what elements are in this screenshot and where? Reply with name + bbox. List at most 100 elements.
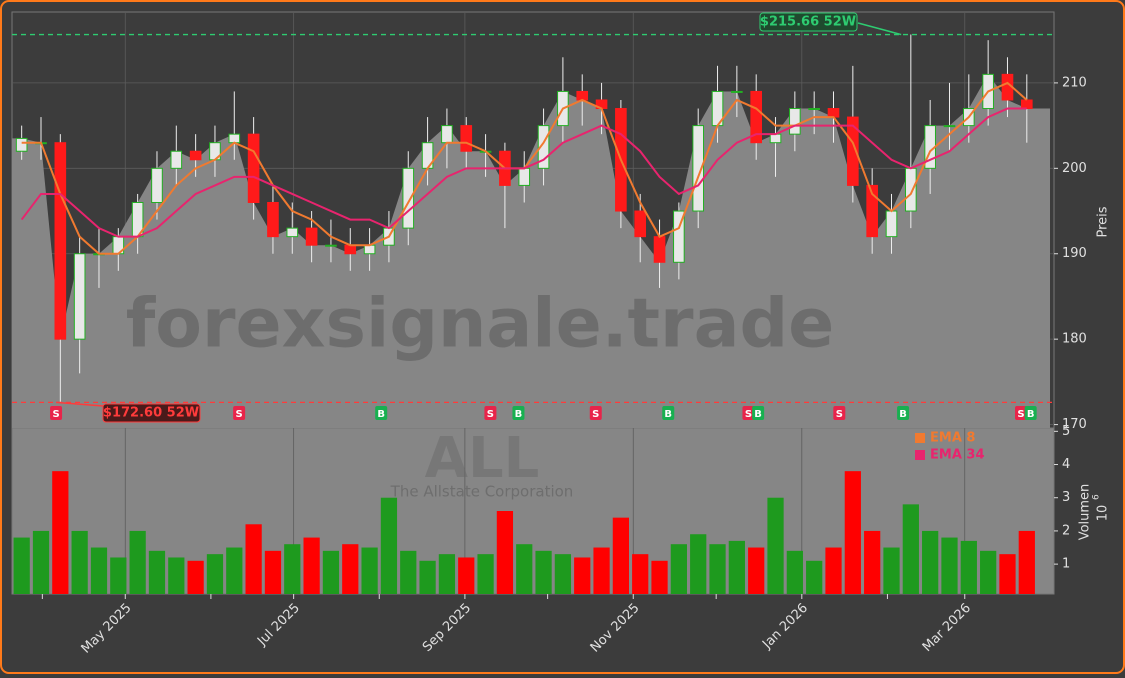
signal-label: B — [754, 409, 762, 420]
y-tick-label: 200 — [1062, 161, 1087, 176]
candle-body — [228, 133, 241, 144]
candle-body — [750, 90, 763, 144]
signal-badge — [1024, 406, 1037, 420]
volume-bar — [999, 554, 1016, 594]
volume-bar — [90, 547, 108, 594]
candle-body — [247, 133, 260, 203]
candle-body — [847, 116, 859, 186]
volume-bar — [438, 554, 456, 594]
price-area — [12, 74, 1050, 428]
volume-bar — [922, 530, 939, 594]
y-tick-label: 170 — [1062, 417, 1087, 432]
candle-body — [402, 167, 415, 229]
candle-body — [769, 133, 782, 144]
volume-bar — [361, 547, 378, 594]
signal-badge — [833, 406, 846, 420]
volume-bar — [129, 530, 146, 594]
signal-label: S — [52, 409, 59, 420]
signal-label: B — [664, 409, 672, 420]
volume-bar — [941, 537, 958, 594]
volume-bar — [322, 550, 340, 594]
volume-bar — [187, 560, 204, 594]
signal-badge — [375, 406, 388, 420]
candle-body — [943, 125, 956, 128]
signal-badge — [589, 406, 602, 420]
candle-body — [885, 210, 898, 238]
volume-bar — [554, 554, 572, 594]
signal-label: B — [1027, 409, 1035, 420]
annotation-arrow — [56, 401, 104, 407]
volume-bar — [496, 511, 514, 594]
candle-body — [866, 184, 878, 238]
y-tick-label: 210 — [1062, 75, 1087, 90]
volume-bar — [148, 550, 166, 594]
annotation-box — [759, 12, 858, 32]
signal-badge — [752, 406, 765, 420]
legend-swatch — [915, 450, 925, 460]
volume-bar — [284, 544, 301, 594]
candle-body — [537, 125, 550, 169]
volume-bar — [825, 547, 842, 594]
candle-body — [15, 137, 28, 152]
candle-body — [460, 125, 473, 152]
annotation-label: $172.60 52W — [103, 406, 199, 421]
legend-label: EMA 34 — [930, 448, 985, 463]
signal-label: S — [236, 409, 243, 420]
candle-body — [325, 244, 337, 247]
y2-scale-exp: 6 — [1092, 494, 1102, 500]
candle-body — [1020, 99, 1033, 110]
y-axis-label: Preis — [1096, 206, 1111, 237]
y2-tick-label: 1 — [1062, 557, 1070, 572]
ema-line — [20, 107, 1027, 238]
signal-badge — [662, 406, 675, 420]
volume-bar — [767, 497, 784, 594]
volume-bar — [574, 557, 591, 594]
volume-bar — [651, 560, 668, 594]
y2-axis-label: Volumen — [1078, 484, 1093, 541]
candle-body — [170, 150, 183, 169]
volume-bar — [709, 544, 726, 594]
annotation-label: $215.66 52W — [760, 15, 856, 30]
candle-body — [692, 125, 705, 212]
annotation-box — [102, 403, 201, 423]
volume-bar — [380, 497, 398, 594]
candle-body — [189, 150, 202, 161]
volume-bar — [110, 557, 127, 594]
volume-bar — [883, 547, 900, 594]
candle-body — [731, 90, 743, 93]
y2-tick-label: 5 — [1062, 424, 1070, 439]
volume-bar — [71, 530, 88, 594]
volume-bar — [535, 550, 552, 594]
volume-bar — [342, 544, 359, 594]
volume-bar — [632, 554, 649, 594]
signal-badge — [484, 406, 497, 420]
volume-bar — [245, 524, 262, 594]
volume-bar — [806, 560, 823, 594]
volume-bar — [303, 537, 320, 594]
candle-body — [653, 236, 666, 263]
volume-bar — [612, 517, 630, 594]
signal-label: S — [745, 409, 752, 420]
volume-bar — [902, 504, 919, 594]
volume-bar — [1018, 530, 1035, 594]
volume-bar — [13, 537, 30, 594]
signal-badge — [897, 406, 910, 420]
candle-body — [634, 210, 647, 238]
signal-badge — [50, 406, 63, 420]
candle-body — [267, 201, 279, 238]
candle-body — [305, 227, 318, 246]
signal-label: S — [487, 409, 494, 420]
candle-body — [54, 142, 67, 340]
volume-bar — [844, 471, 861, 594]
signal-label: B — [899, 409, 907, 420]
volume-bar — [980, 550, 997, 594]
volume-bar — [516, 544, 533, 594]
candle-body — [151, 167, 163, 203]
signal-badge — [233, 406, 246, 420]
signal-label: B — [377, 409, 385, 420]
volume-bar — [786, 550, 803, 594]
candle-body — [344, 244, 357, 255]
volume-bar — [400, 550, 417, 594]
